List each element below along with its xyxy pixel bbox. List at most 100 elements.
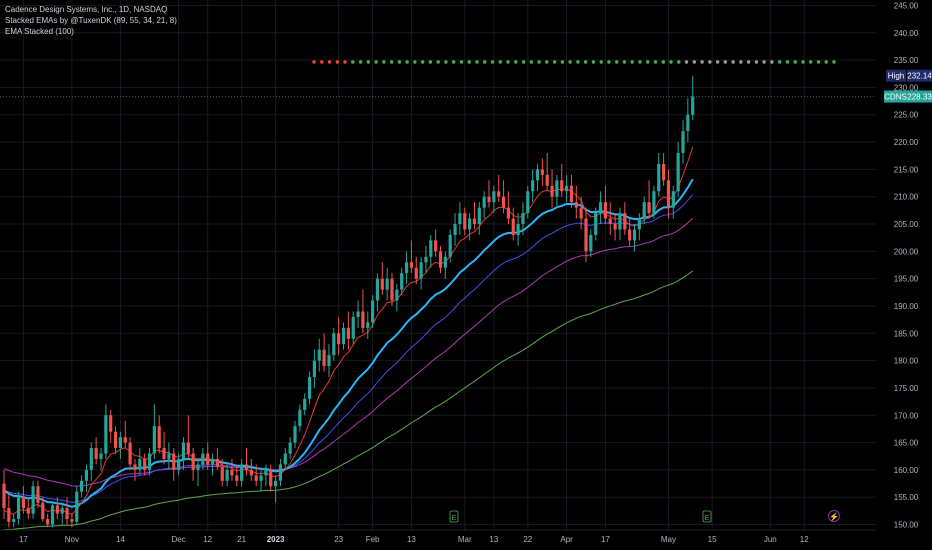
candle-body[interactable] — [424, 256, 428, 263]
candle-body[interactable] — [434, 240, 438, 252]
candle-body[interactable] — [21, 497, 25, 509]
candle-body[interactable] — [220, 467, 224, 481]
candle-body[interactable] — [560, 180, 564, 192]
candle-body[interactable] — [366, 322, 370, 328]
candle-body[interactable] — [147, 453, 152, 470]
candle-body[interactable] — [404, 262, 409, 274]
candle-body[interactable] — [380, 278, 384, 290]
candle-body[interactable] — [681, 131, 685, 153]
candle-body[interactable] — [89, 448, 93, 470]
candle-body[interactable] — [453, 224, 457, 235]
candle-body[interactable] — [443, 256, 447, 268]
candle-body[interactable] — [109, 415, 113, 432]
candle-body[interactable] — [162, 448, 166, 459]
candle-body[interactable] — [55, 505, 59, 514]
candle-body[interactable] — [555, 180, 559, 197]
candle-body[interactable] — [206, 453, 210, 465]
candle-body[interactable] — [429, 240, 433, 257]
candle-body[interactable] — [637, 218, 641, 230]
candle-body[interactable] — [128, 442, 132, 465]
candle-body[interactable] — [666, 180, 671, 208]
candle-body[interactable] — [492, 191, 496, 203]
candle-body[interactable] — [41, 502, 45, 520]
candle-body[interactable] — [196, 464, 200, 470]
candle-body[interactable] — [351, 316, 355, 339]
earnings-marker[interactable] — [449, 510, 459, 523]
candle-body[interactable] — [264, 469, 268, 476]
candle-body[interactable] — [535, 169, 540, 181]
candle-body[interactable] — [283, 453, 287, 465]
candle-body[interactable] — [7, 508, 11, 522]
candle-body[interactable] — [550, 185, 554, 197]
candle-body[interactable] — [317, 349, 321, 361]
candle-body[interactable] — [31, 486, 35, 514]
candle-body[interactable] — [414, 267, 418, 279]
candle-body[interactable] — [36, 486, 40, 503]
candle-body[interactable] — [477, 207, 481, 225]
candle-body[interactable] — [288, 442, 292, 454]
candle-body[interactable] — [594, 213, 598, 235]
candle-body[interactable] — [201, 453, 205, 465]
candle-body[interactable] — [16, 497, 21, 520]
candle-body[interactable] — [12, 519, 16, 522]
candle-body[interactable] — [312, 360, 316, 378]
candle-body[interactable] — [133, 464, 137, 470]
candle-body[interactable] — [526, 191, 530, 214]
candle-body[interactable] — [589, 234, 593, 252]
candle-body[interactable] — [84, 469, 89, 481]
candle-body[interactable] — [99, 453, 103, 459]
candle-body[interactable] — [511, 218, 515, 235]
candle-body[interactable] — [293, 426, 297, 443]
candle-body[interactable] — [516, 224, 520, 235]
candle-body[interactable] — [686, 114, 690, 132]
candle-body[interactable] — [540, 169, 544, 175]
candle-body[interactable] — [2, 483, 6, 509]
candle-body[interactable] — [565, 185, 569, 192]
candle-body[interactable] — [259, 475, 263, 481]
candle-body[interactable] — [249, 469, 253, 476]
candle-body[interactable] — [322, 349, 326, 367]
candle-body[interactable] — [361, 311, 365, 328]
candle-body[interactable] — [332, 333, 336, 356]
candle-body[interactable] — [346, 327, 350, 339]
dividend-marker[interactable] — [828, 510, 840, 522]
candle-body[interactable] — [375, 278, 380, 301]
candle-body[interactable] — [438, 251, 443, 268]
candle-body[interactable] — [501, 196, 506, 208]
candle-body[interactable] — [613, 224, 617, 230]
candle-body[interactable] — [341, 327, 346, 345]
candle-body[interactable] — [104, 415, 108, 454]
candle-body[interactable] — [468, 218, 472, 230]
candle-body[interactable] — [240, 464, 244, 481]
candle-body[interactable] — [584, 218, 588, 252]
candle-body[interactable] — [579, 207, 583, 219]
candle-body[interactable] — [642, 202, 646, 219]
candle-body[interactable] — [269, 469, 273, 487]
candle-body[interactable] — [671, 191, 675, 208]
candle-body[interactable] — [327, 355, 331, 367]
candle-body[interactable] — [652, 191, 656, 214]
candle-body[interactable] — [60, 508, 64, 514]
candle-body[interactable] — [497, 191, 501, 197]
candle-body[interactable] — [181, 442, 186, 459]
candle-body[interactable] — [531, 180, 535, 192]
candle-body[interactable] — [46, 519, 50, 525]
candle-body[interactable] — [618, 213, 622, 230]
candle-body[interactable] — [603, 202, 607, 219]
candle-body[interactable] — [225, 469, 229, 481]
candle-body[interactable] — [487, 196, 491, 203]
candle-body[interactable] — [274, 480, 278, 487]
candle-body[interactable] — [186, 442, 190, 454]
candle-body[interactable] — [647, 202, 651, 214]
candle-body[interactable] — [448, 234, 452, 257]
candle-body[interactable] — [50, 505, 55, 525]
legend-indicator-stacked-emas[interactable]: Stacked EMAs by @TuxenDK (89, 55, 34, 21… — [5, 16, 177, 25]
candle-body[interactable] — [371, 300, 375, 323]
candle-body[interactable] — [210, 458, 215, 465]
candle-body[interactable] — [143, 458, 147, 470]
candle-body[interactable] — [691, 96, 695, 115]
candle-body[interactable] — [569, 185, 574, 203]
candle-body[interactable] — [574, 202, 578, 208]
candle-body[interactable] — [298, 409, 302, 427]
